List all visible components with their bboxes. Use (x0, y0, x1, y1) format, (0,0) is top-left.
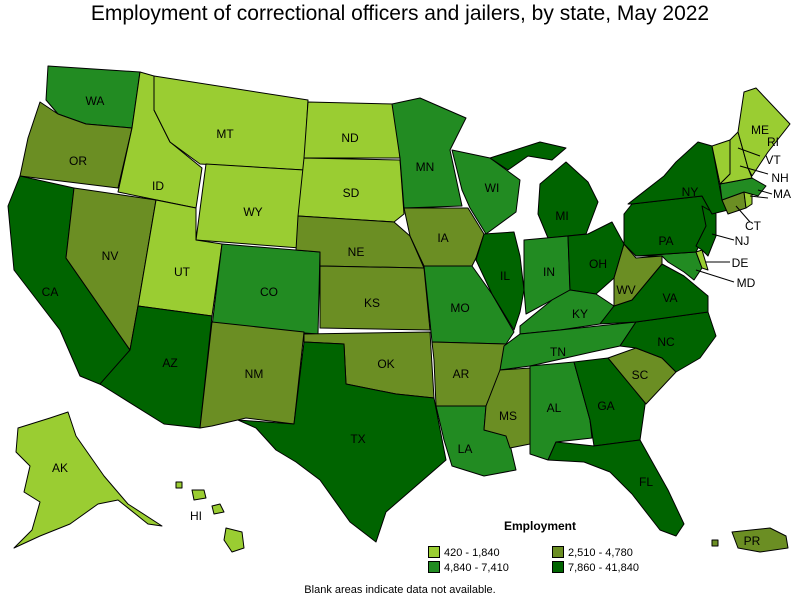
legend-swatch (428, 546, 440, 558)
state-mi (489, 141, 599, 239)
state-label-ar: AR (453, 367, 470, 381)
state-label-nm: NM (245, 367, 264, 381)
state-label-md: MD (737, 276, 756, 290)
state-me (737, 87, 791, 177)
state-label-ne: NE (348, 245, 365, 259)
state-label-sd: SD (343, 186, 360, 200)
legend-swatch (552, 546, 564, 558)
state-label-ky: KY (572, 307, 588, 321)
legend-item-bin-4: 7,860 - 41,840 (552, 561, 639, 574)
state-nd (303, 101, 401, 159)
state-label-mo: MO (450, 301, 469, 315)
state-label-wv: WV (616, 283, 635, 297)
state-label-hi: HI (190, 509, 202, 523)
state-label-il: IL (500, 269, 510, 283)
state-il (475, 231, 525, 331)
state-fl (547, 439, 685, 537)
state-label-ga: GA (597, 399, 614, 413)
state-label-wy: WY (243, 205, 262, 219)
state-label-fl: FL (639, 475, 653, 489)
state-label-nh: NH (771, 171, 788, 185)
state-label-ia: IA (437, 231, 448, 245)
state-label-ak: AK (52, 461, 68, 475)
legend-title: Employment (504, 519, 577, 533)
state-label-oh: OH (589, 257, 607, 271)
state-label-ct: CT (745, 219, 762, 233)
leader-line (695, 269, 735, 283)
state-hi (175, 481, 245, 553)
map-title: Employment of correctional officers and … (90, 2, 710, 25)
state-label-ut: UT (174, 265, 191, 279)
state-ia (403, 207, 485, 267)
state-pr (711, 527, 789, 553)
state-de (695, 249, 709, 271)
legend-item-bin-1: 420 - 1,840 (428, 546, 500, 559)
state-label-tx: TX (350, 432, 365, 446)
leader-line (737, 147, 761, 157)
legend-swatch (428, 561, 440, 573)
legend-label: 420 - 1,840 (444, 547, 500, 559)
state-label-wa: WA (86, 94, 105, 108)
state-sd (297, 157, 405, 223)
state-label-mi: MI (555, 209, 568, 223)
state-label-la: LA (458, 442, 473, 456)
state-label-mt: MT (216, 127, 234, 141)
state-label-mn: MN (416, 160, 435, 174)
state-label-me: ME (751, 123, 769, 137)
state-label-nd: ND (341, 131, 359, 145)
legend-label: 4,840 - 7,410 (444, 562, 509, 574)
state-label-al: AL (547, 401, 562, 415)
legend-item-bin-2: 2,510 - 4,780 (552, 546, 633, 559)
state-label-nj: NJ (735, 234, 750, 248)
state-label-az: AZ (162, 356, 177, 370)
legend-label: 7,860 - 41,840 (568, 562, 639, 574)
state-label-pr: PR (744, 534, 761, 548)
leader-line (711, 233, 735, 241)
leader-line (749, 195, 769, 199)
state-label-sc: SC (632, 368, 649, 382)
footnote: Blank areas indicate data not available. (304, 584, 496, 596)
state-label-ma: MA (773, 187, 791, 201)
state-label-ok: OK (377, 357, 394, 371)
state-nm (199, 321, 305, 429)
state-label-in: IN (543, 265, 555, 279)
state-label-ny: NY (682, 185, 699, 199)
state-label-va: VA (662, 291, 677, 305)
legend-label: 2,510 - 4,780 (568, 547, 633, 559)
state-nj (695, 205, 717, 257)
state-label-ms: MS (499, 409, 517, 423)
state-label-nc: NC (657, 335, 675, 349)
state-label-ks: KS (364, 296, 380, 310)
state-tx (237, 341, 447, 543)
state-mt (153, 75, 309, 171)
leader-line (757, 189, 773, 195)
state-az (99, 305, 213, 429)
state-mo (423, 265, 515, 345)
state-ks (319, 265, 431, 331)
state-label-tn: TN (550, 345, 566, 359)
state-label-ca: CA (42, 285, 59, 299)
state-label-vt: VT (765, 153, 781, 167)
state-label-or: OR (69, 154, 87, 168)
state-label-co: CO (260, 285, 278, 299)
state-ak (13, 411, 163, 549)
legend-swatch (552, 561, 564, 573)
legend-item-bin-3: 4,840 - 7,410 (428, 561, 509, 574)
state-label-nv: NV (102, 249, 119, 263)
leader-line (739, 165, 769, 175)
state-label-pa: PA (658, 234, 673, 248)
state-label-ri: RI (767, 135, 779, 149)
state-label-wi: WI (485, 181, 500, 195)
state-label-de: DE (732, 256, 749, 270)
leader-line (735, 205, 751, 223)
state-label-id: ID (152, 179, 164, 193)
state-mn (391, 97, 467, 209)
